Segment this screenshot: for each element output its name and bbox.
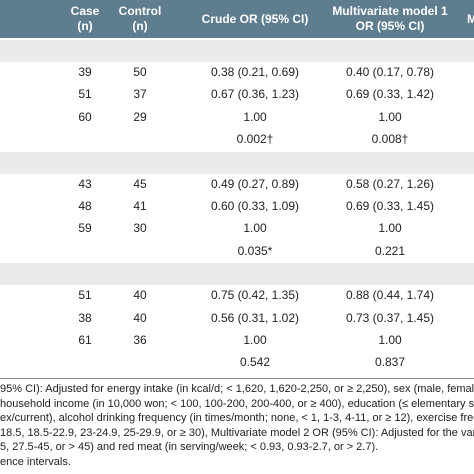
table-cell: 1.00	[378, 109, 402, 124]
table-rule	[0, 378, 474, 380]
table-cell: 0.49 (0.27, 0.89)	[210, 176, 300, 191]
table-cell: 39	[78, 65, 92, 79]
footnote-line: ex/current), alcohol drinking frequency …	[0, 412, 474, 425]
table-cell: 36	[133, 333, 147, 347]
table-cell: 0.69 (0.33, 1.45)	[345, 199, 435, 213]
column-header: Crude OR (95% CI)	[201, 11, 309, 26]
section-row	[0, 263, 474, 286]
table-cell: 50	[133, 65, 147, 79]
table-cell: 0.221	[374, 243, 406, 258]
table-cell: 0.035*	[237, 243, 273, 258]
table-cell: 0.58 (0.27, 1.26)	[345, 176, 435, 191]
table-cell: 0.40 (0.17, 0.78)	[345, 65, 435, 79]
table-cell: 1.00	[243, 333, 267, 347]
footnote-line: household income (in 10,000 won; < 100, …	[0, 397, 474, 410]
table-cell: 51	[78, 288, 92, 303]
table-cell: 51	[78, 87, 92, 102]
table-cell: 0.73 (0.37, 1.45)	[345, 310, 435, 325]
table-cell: 0.56 (0.31, 1.02)	[210, 310, 300, 325]
table-cell: 48	[78, 199, 92, 213]
table-cell: 1.00	[378, 221, 402, 236]
table-cell: 1.00	[378, 333, 402, 347]
column-header: Control (n)	[118, 4, 162, 33]
section-row	[0, 151, 474, 174]
table-cell: 0.38 (0.21, 0.69)	[210, 65, 300, 79]
footnote-line: ence intervals.	[0, 455, 71, 468]
column-header: Case (n)	[70, 4, 100, 33]
table-cell: 45	[133, 176, 147, 191]
table-cell: 37	[133, 87, 147, 102]
table-cell: 0.60 (0.33, 1.09)	[210, 199, 300, 213]
section-row	[0, 40, 474, 62]
table-header: Case (n) Control (n) Crude OR (95% CI) Mult…	[0, 0, 474, 38]
table-cell: 1.00	[243, 109, 267, 124]
table-cell: 60	[78, 109, 92, 124]
table-cell: 59	[78, 221, 92, 236]
table-cell: 40	[133, 288, 147, 303]
footnote-line: 18.5, 18.5-22.9, 23-24.9, 25-29.9, or ≥ …	[0, 426, 474, 439]
table-cell: 0.67 (0.36, 1.23)	[210, 87, 300, 102]
table-cell: 0.837	[374, 355, 406, 370]
table-cell: 43	[78, 176, 92, 191]
table-cell: 0.542	[239, 355, 271, 370]
table-cell: 0.69 (0.33, 1.42)	[345, 87, 435, 102]
table-cell: 38	[78, 310, 92, 325]
table-cell: 40	[133, 310, 147, 325]
table-cell: 1.00	[243, 221, 267, 236]
table-cell: 0.002†	[236, 131, 274, 146]
table-cell: 0.008†	[371, 131, 409, 146]
column-header: Multivariate model 1 OR (95% CI)	[332, 4, 448, 33]
table-cell: 61	[78, 333, 92, 347]
table-cell: 29	[133, 109, 147, 124]
table-cell: 0.75 (0.42, 1.35)	[210, 288, 300, 303]
table-cell: 41	[133, 199, 147, 213]
footnote-line: 5, 27.5-45, or > 45) and red meat (in se…	[0, 441, 379, 454]
column-header: M	[467, 11, 474, 26]
footnote-line: 95% CI): Adjusted for energy intake (in …	[0, 383, 474, 396]
table-cell: 0.88 (0.44, 1.74)	[345, 288, 435, 303]
table-cell: 30	[133, 221, 147, 236]
